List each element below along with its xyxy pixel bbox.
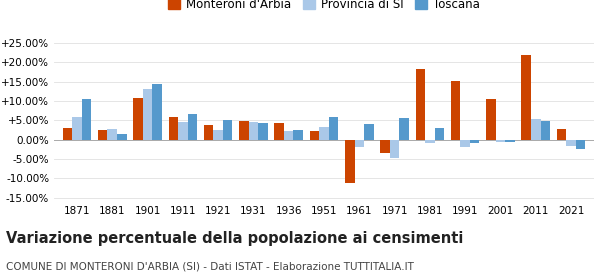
Bar [329, 116, 338, 140]
Bar [133, 98, 143, 140]
Bar [434, 128, 444, 140]
Bar [451, 81, 460, 140]
Bar [117, 134, 127, 140]
Bar [82, 99, 91, 140]
Bar [72, 116, 82, 140]
Bar [486, 99, 496, 140]
Bar [98, 130, 107, 140]
Bar [319, 127, 329, 140]
Bar [566, 140, 576, 146]
Legend: Monteroni d'Arbia, Provincia di SI, Toscana: Monteroni d'Arbia, Provincia di SI, Tosc… [164, 0, 484, 16]
Bar [293, 130, 303, 140]
Bar [355, 140, 364, 148]
Bar [400, 118, 409, 140]
Bar [223, 120, 232, 140]
Bar [188, 114, 197, 140]
Bar [380, 140, 390, 153]
Bar [274, 123, 284, 140]
Bar [576, 140, 586, 150]
Bar [345, 140, 355, 183]
Bar [143, 90, 152, 140]
Text: Variazione percentuale della popolazione ai censimenti: Variazione percentuale della popolazione… [6, 231, 463, 246]
Bar [204, 125, 214, 140]
Bar [62, 128, 72, 140]
Bar [152, 84, 162, 140]
Bar [416, 69, 425, 140]
Bar [390, 140, 400, 158]
Bar [248, 122, 258, 140]
Bar [460, 140, 470, 147]
Bar [364, 124, 374, 140]
Bar [214, 130, 223, 140]
Text: COMUNE DI MONTERONI D'ARBIA (SI) - Dati ISTAT - Elaborazione TUTTITALIA.IT: COMUNE DI MONTERONI D'ARBIA (SI) - Dati … [6, 262, 414, 272]
Bar [107, 129, 117, 140]
Bar [505, 140, 515, 142]
Bar [557, 129, 566, 140]
Bar [541, 121, 550, 140]
Bar [425, 140, 434, 143]
Bar [470, 140, 479, 143]
Bar [284, 131, 293, 140]
Bar [531, 119, 541, 140]
Bar [178, 122, 188, 140]
Bar [239, 121, 248, 140]
Bar [258, 123, 268, 140]
Bar [496, 140, 505, 143]
Bar [521, 55, 531, 140]
Bar [169, 116, 178, 140]
Bar [310, 131, 319, 140]
